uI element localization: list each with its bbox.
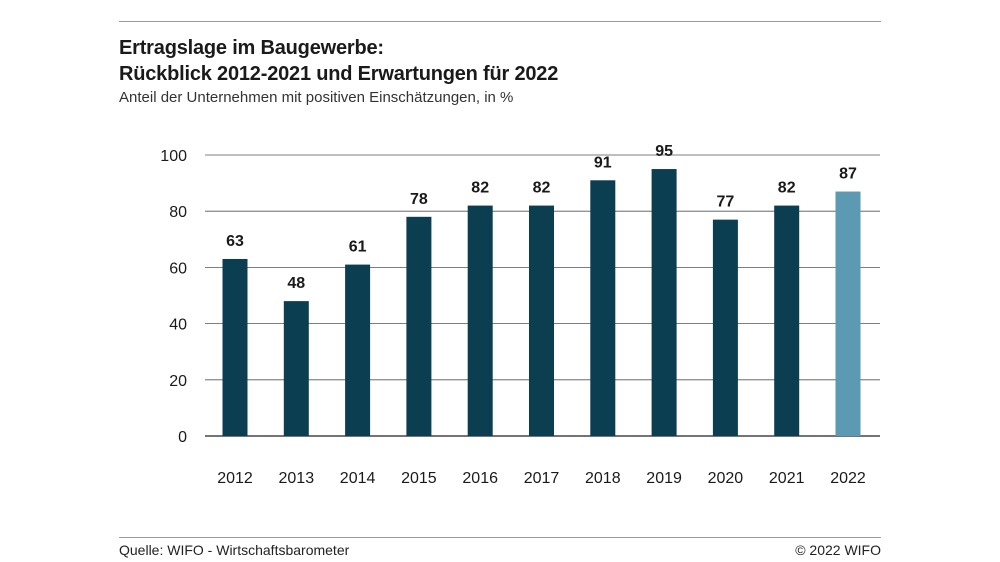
x-tick-label-2015: 2015 <box>401 470 437 487</box>
value-label-2021: 82 <box>778 180 796 197</box>
bar-2019 <box>651 169 677 437</box>
bar-2016 <box>467 205 493 436</box>
x-tick-label-2014: 2014 <box>340 470 376 487</box>
x-tick-label-2016: 2016 <box>462 470 498 487</box>
title-line-1: Ertragslage im Baugewerbe: <box>119 37 384 59</box>
value-label-2017: 82 <box>533 180 551 197</box>
chart-subtitle: Anteil der Unternehmen mit positiven Ein… <box>119 89 514 106</box>
x-tick-label-2019: 2019 <box>646 470 682 487</box>
y-axis-ticks: 0 20 40 60 80 100 <box>160 148 187 446</box>
value-label-2013: 48 <box>287 275 305 292</box>
x-tick-label-2018: 2018 <box>585 470 621 487</box>
bar-2015 <box>406 216 432 436</box>
y-tick-label: 20 <box>169 373 187 390</box>
chart-title: Ertragslage im Baugewerbe: Rückblick 201… <box>119 35 558 87</box>
value-label-2015: 78 <box>410 191 428 208</box>
copyright-note: © 2022 WIFO <box>795 542 881 558</box>
title-line-2: Rückblick 2012-2021 und Erwartungen für … <box>119 63 559 85</box>
x-tick-label-2013: 2013 <box>279 470 315 487</box>
bar-2014 <box>345 264 371 436</box>
bar-2018 <box>590 180 616 436</box>
value-labels: 63 48 61 78 82 82 91 95 77 82 87 <box>226 143 857 292</box>
value-label-2020: 77 <box>717 194 735 211</box>
bar-2021 <box>774 205 800 436</box>
bar-2020 <box>712 219 738 436</box>
x-tick-label-2022: 2022 <box>830 470 866 487</box>
value-label-2018: 91 <box>594 154 612 171</box>
y-tick-label: 40 <box>169 317 187 334</box>
bar-2017 <box>529 205 554 436</box>
x-tick-label-2020: 2020 <box>708 470 744 487</box>
x-tick-label-2017: 2017 <box>524 470 560 487</box>
x-tick-label-2012: 2012 <box>217 470 253 487</box>
bars <box>222 169 861 437</box>
y-tick-label: 80 <box>169 204 187 221</box>
bar-2012 <box>222 258 248 436</box>
source-note: Quelle: WIFO - Wirtschaftsbarometer <box>119 542 350 558</box>
bottom-rule <box>119 537 881 538</box>
x-axis-labels: 2012 2013 2014 2015 2016 2017 2018 2019 2020 2021… <box>217 470 866 487</box>
y-tick-label: 0 <box>178 429 187 446</box>
value-label-2016: 82 <box>471 180 489 197</box>
value-label-2022: 87 <box>839 166 857 183</box>
y-tick-label: 100 <box>160 148 187 165</box>
y-tick-label: 60 <box>169 260 187 277</box>
value-label-2012: 63 <box>226 233 244 250</box>
value-label-2019: 95 <box>655 143 673 160</box>
value-label-2014: 61 <box>349 239 367 256</box>
bar-2013 <box>283 301 309 436</box>
top-rule <box>119 21 881 22</box>
bar-2022 <box>835 191 861 436</box>
x-tick-label-2021: 2021 <box>769 470 805 487</box>
